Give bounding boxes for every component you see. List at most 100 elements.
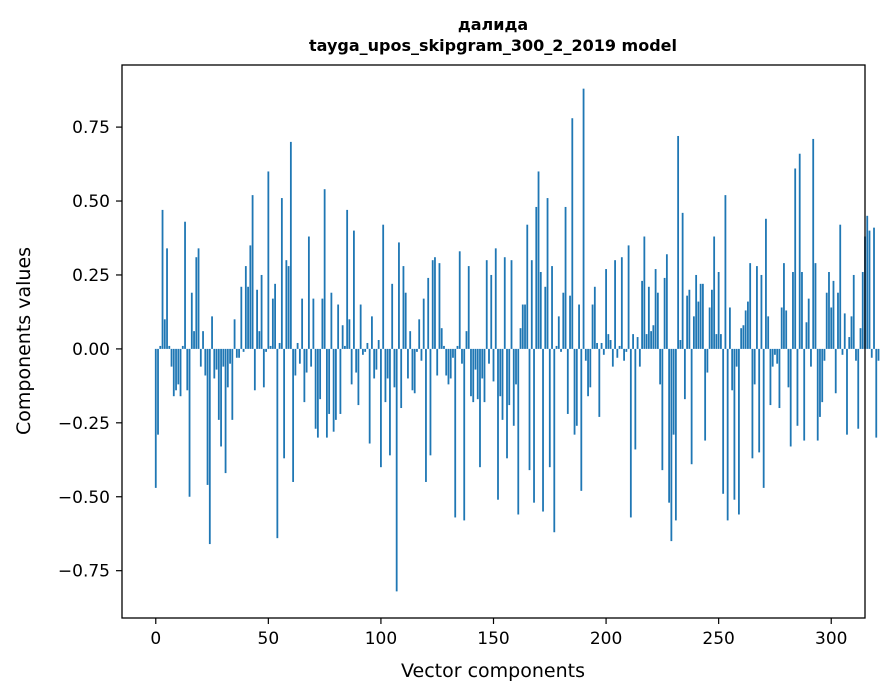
bar	[792, 272, 794, 349]
y-axis-ticks: −0.75 −0.50 −0.25 0.00 0.25 0.50 0.75	[58, 118, 122, 582]
bar	[240, 286, 243, 349]
bar	[389, 348, 391, 456]
bar	[330, 292, 333, 349]
bar	[614, 260, 616, 349]
bar	[310, 348, 313, 367]
bar	[848, 337, 851, 349]
bar	[544, 286, 547, 349]
bar	[533, 348, 535, 503]
bar	[650, 331, 653, 349]
bar	[643, 236, 646, 349]
bar	[294, 348, 297, 376]
bar	[222, 348, 225, 367]
bar	[823, 348, 826, 361]
bar	[832, 280, 835, 349]
bar	[641, 280, 643, 349]
bar	[285, 260, 288, 349]
bar	[629, 348, 632, 518]
bar	[828, 272, 830, 349]
bar	[206, 348, 209, 485]
bar	[416, 348, 418, 352]
bar	[596, 342, 598, 349]
x-tick-label: 150	[477, 629, 509, 649]
bar	[780, 307, 783, 349]
bar	[852, 274, 855, 349]
bar	[688, 289, 691, 349]
bar	[384, 348, 387, 403]
bar	[717, 272, 720, 349]
bar	[810, 348, 812, 367]
bar	[476, 348, 479, 400]
x-tick-label: 50	[258, 629, 280, 649]
bar	[256, 289, 258, 349]
bar	[301, 298, 304, 349]
bar	[751, 348, 754, 459]
bar	[244, 266, 247, 349]
bar	[411, 348, 414, 391]
bar	[355, 348, 358, 373]
bar	[190, 292, 193, 349]
bar	[584, 348, 587, 361]
bar	[213, 348, 216, 379]
bar	[638, 348, 641, 367]
bar	[546, 198, 549, 349]
bar	[573, 348, 576, 435]
bar	[278, 342, 281, 349]
bar	[280, 198, 283, 349]
bar	[497, 348, 499, 500]
bar	[193, 331, 195, 349]
bar	[449, 348, 452, 379]
bar	[166, 248, 168, 349]
bar	[265, 348, 267, 352]
bar	[616, 348, 619, 358]
bar	[159, 345, 162, 349]
bar	[521, 304, 524, 349]
bar	[814, 263, 817, 349]
bar	[665, 254, 668, 349]
bar	[661, 348, 664, 471]
bar	[837, 292, 839, 349]
bar	[474, 348, 477, 370]
bar	[344, 345, 346, 349]
bar	[699, 283, 702, 349]
bars-group	[154, 88, 880, 592]
bar	[859, 328, 862, 349]
bar	[765, 218, 767, 349]
bar	[195, 257, 198, 349]
bar	[611, 348, 614, 367]
bar	[711, 289, 713, 349]
bar	[161, 209, 164, 349]
bar	[350, 348, 353, 385]
bar	[251, 195, 254, 349]
bar	[391, 283, 394, 349]
bar	[181, 345, 184, 349]
bar	[740, 328, 743, 349]
bar	[154, 348, 157, 488]
bar	[695, 274, 698, 349]
bar	[483, 348, 486, 403]
bar	[490, 274, 493, 349]
bar	[760, 274, 763, 349]
bar	[735, 348, 738, 367]
bar	[562, 292, 565, 349]
bar	[479, 348, 481, 468]
bar	[472, 348, 475, 403]
bar	[427, 277, 430, 349]
bar	[157, 348, 159, 435]
y-tick-label: −0.50	[58, 488, 110, 508]
bar	[175, 348, 177, 391]
bar	[233, 319, 236, 349]
bar	[756, 266, 758, 349]
bar	[364, 348, 367, 352]
bar	[375, 348, 378, 370]
bar	[819, 348, 821, 417]
bar	[494, 248, 497, 349]
bar	[632, 334, 634, 349]
bar	[548, 348, 551, 468]
x-tick-label: 300	[815, 629, 847, 649]
bar	[467, 266, 470, 349]
bar	[440, 328, 443, 349]
bar	[283, 348, 286, 459]
bar	[242, 348, 245, 352]
